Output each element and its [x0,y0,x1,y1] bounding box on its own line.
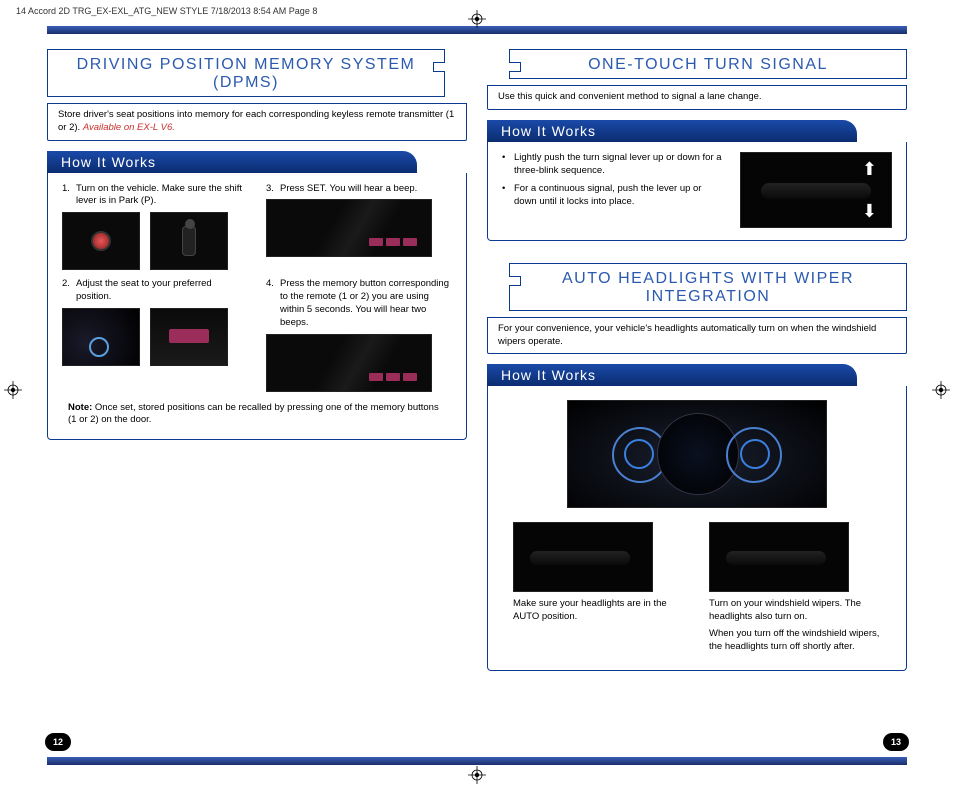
registration-mark-icon [4,381,22,399]
auto-caption-right-1: Turn on your windshield wipers. The head… [709,598,881,624]
how-it-works-header: How It Works [487,120,857,142]
step-2: 2.Adjust the seat to your preferred posi… [62,278,248,304]
seat-photo [62,308,140,366]
auto-caption-right-2: When you turn off the windshield wipers,… [709,628,881,654]
title-text: DRIVING POSITION MEMORY SYSTEM (DPMS) [77,56,416,91]
ots-bullet-2: •For a continuous signal, push the lever… [502,183,724,209]
right-page: ONE-TOUCH TURN SIGNAL Use this quick and… [487,49,907,671]
ots-title: ONE-TOUCH TURN SIGNAL [509,49,907,79]
ots-bullet-1: •Lightly push the turn signal lever up o… [502,152,724,178]
headlight-stalk-photo [513,522,653,592]
step-4: 4.Press the memory button corresponding … [266,278,452,329]
dashboard-photo [567,400,827,508]
ots-content: •Lightly push the turn signal lever up o… [487,142,907,241]
auto-caption-left: Make sure your headlights are in the AUT… [513,598,685,624]
page-number: 13 [883,733,909,751]
step-3: 3.Press SET. You will hear a beep. [266,183,452,196]
how-it-works-header: How It Works [47,151,417,173]
title-notch-icon [509,276,521,286]
seat-controls-photo [150,308,228,366]
shift-lever-photo [150,212,228,270]
wiper-stalk-photo [709,522,849,592]
availability-note: Available on EX-L V6. [83,122,175,133]
dpms-intro: Store driver's seat positions into memor… [47,103,467,141]
title-notch-icon [509,62,521,72]
registration-mark-icon [468,10,486,28]
bottom-gradient-bar [47,757,907,765]
registration-mark-icon [468,766,486,784]
turn-signal-lever-photo: ⬆⬇ [740,152,892,228]
arrow-up-icon: ⬆ [862,157,877,181]
how-it-works-header: How It Works [487,364,857,386]
engine-button-photo [62,212,140,270]
auto-headlights-content: Make sure your headlights are in the AUT… [487,386,907,670]
set-button-photo [266,199,432,257]
memory-button-photo [266,334,432,392]
title-text: ONE-TOUCH TURN SIGNAL [588,56,828,73]
page-number: 12 [45,733,71,751]
left-page: DRIVING POSITION MEMORY SYSTEM (DPMS) St… [47,49,467,440]
ots-intro: Use this quick and convenient method to … [487,85,907,110]
dpms-note: Note: Once set, stored positions can be … [62,402,452,428]
title-text: AUTO HEADLIGHTS WITH WIPER INTEGRATION [562,270,854,305]
registration-mark-icon [932,381,950,399]
title-notch-icon [433,62,445,72]
dpms-content: 1.Turn on the vehicle. Make sure the shi… [47,173,467,441]
step-1: 1.Turn on the vehicle. Make sure the shi… [62,183,248,209]
auto-headlights-intro: For your convenience, your vehicle's hea… [487,317,907,355]
print-header: 14 Accord 2D TRG_EX-EXL_ATG_NEW STYLE 7/… [16,6,317,16]
dpms-title: DRIVING POSITION MEMORY SYSTEM (DPMS) [47,49,445,97]
arrow-down-icon: ⬇ [862,199,877,223]
auto-headlights-title: AUTO HEADLIGHTS WITH WIPER INTEGRATION [509,263,907,311]
